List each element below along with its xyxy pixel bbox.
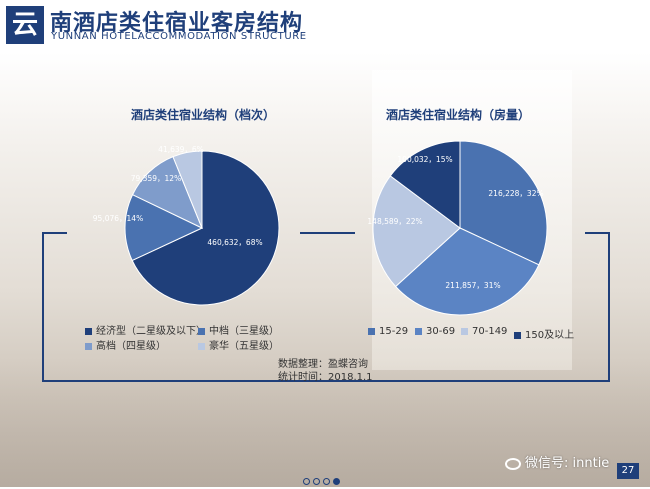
source-note: 数据整理：盈蝶咨询 (278, 359, 368, 370)
pie-slice (131, 150, 280, 306)
frame-left-top (42, 232, 67, 234)
legend-item-rooms-3: 150及以上 (514, 326, 574, 341)
page-subtitle: YUNNAN HOTELACCOMMODATION STRUCTURE (51, 31, 307, 42)
chart-title-rooms: 酒店类住宿业结构（房量） (385, 108, 530, 122)
legend-label: 经济型（二星级及以下） (96, 326, 206, 337)
legend-swatch (198, 342, 205, 350)
frame-right-vertical (608, 232, 610, 382)
header-logo: 云 (6, 6, 44, 44)
pie-data-label: 211,857，31% (445, 281, 500, 290)
pie-data-label: 100,032，15% (397, 155, 452, 164)
legend-label: 高档（四星级） (96, 341, 166, 352)
wechat-icon (505, 457, 521, 470)
date-note: 统计时间：2018.1.1 (278, 372, 373, 383)
frame-left-vertical (42, 232, 44, 382)
pie-slice (394, 227, 540, 316)
page-dot-active[interactable] (333, 478, 340, 485)
pie-data-label: 460,632，68% (207, 238, 262, 247)
page-number: 27 (617, 463, 639, 479)
page-dot[interactable] (303, 478, 310, 485)
legend-item-rooms-2: 70-149 (461, 326, 507, 337)
legend-label: 30-69 (426, 326, 456, 337)
legend-swatch (85, 342, 92, 350)
pie-data-label: 79,359，12% (131, 174, 181, 183)
pagination-dots (303, 470, 343, 489)
page-title: 南酒店类住宿业客房结构 (50, 11, 304, 36)
pie-data-label: 95,076，14% (93, 214, 143, 223)
legend-swatch (198, 327, 205, 335)
page-dot[interactable] (323, 478, 330, 485)
chart-title-grade: 酒店类住宿业结构（档次） (130, 108, 275, 122)
legend-item-rooms-1: 30-69 (415, 326, 455, 337)
pie-data-label: 216,228，32% (488, 189, 543, 198)
legend-swatch (514, 331, 521, 339)
legend-label: 豪华（五星级） (209, 341, 279, 352)
pie-slice (172, 150, 203, 229)
pie-slice (124, 194, 204, 262)
legend-label: 70-149 (472, 326, 508, 337)
legend-swatch (85, 327, 92, 335)
legend-item-grade-0: 经济型（二星级及以下） (85, 322, 206, 337)
wechat-id: 微信号: inntie (525, 456, 610, 471)
pie-slice (389, 140, 461, 229)
wechat-watermark: 微信号: inntie (505, 452, 609, 471)
legend-label: 15-29 (379, 326, 409, 337)
legend-label: 中档（三星级） (209, 326, 279, 337)
legend-item-grade-3: 豪华（五星级） (198, 337, 279, 352)
frame-bottom (42, 380, 610, 382)
legend-item-rooms-0: 15-29 (368, 326, 408, 337)
frame-right-top (585, 232, 610, 234)
page-dot[interactable] (313, 478, 320, 485)
legend-swatch (415, 327, 422, 335)
pie-slice (372, 175, 461, 288)
legend-swatch (461, 327, 468, 335)
legend-swatch (368, 327, 375, 335)
legend-item-grade-1: 中档（三星级） (198, 322, 279, 337)
legend-item-grade-2: 高档（四星级） (85, 337, 166, 352)
pie-data-label: 148,589，22% (367, 217, 422, 226)
legend-label: 150及以上 (525, 330, 575, 341)
frame-center-top (300, 232, 355, 234)
pie-data-label: 41,639，6% (158, 145, 204, 154)
pie-slice (459, 140, 548, 266)
